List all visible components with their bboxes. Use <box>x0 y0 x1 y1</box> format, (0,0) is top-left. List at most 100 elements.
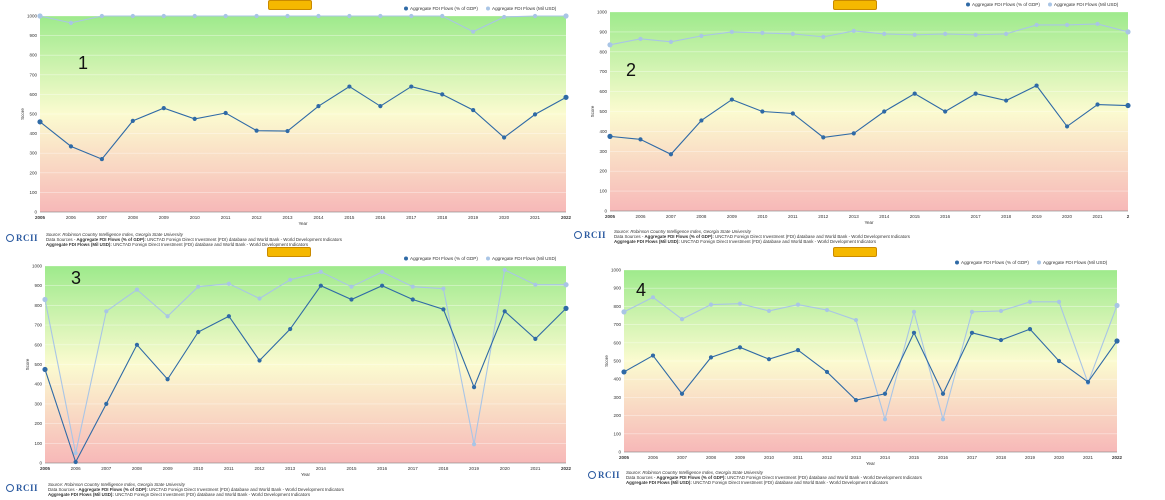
chart-3-series-1-point <box>410 297 415 302</box>
chart-2-x-tick-label: 2021 <box>1093 214 1104 219</box>
chart-4-x-tick-label: 2005 <box>619 455 630 460</box>
chart-3-x-tick-label: 2013 <box>285 466 296 471</box>
chart-4-series-2-point <box>1114 302 1120 309</box>
chart-4-x-tick-label: 2007 <box>677 455 688 460</box>
chart-2-series-1-point <box>973 91 978 96</box>
chart-3-y-tick-label: 200 <box>34 421 42 426</box>
chart-1-x-tick-label: 2016 <box>375 215 386 220</box>
chart-4-series-1-point <box>969 330 975 335</box>
chart-2-x-tick-label: 2017 <box>971 214 982 219</box>
chart-2-legend-label: Aggregate FDI Flows (Mil USD) <box>1054 2 1119 7</box>
chart-4-series-2-point <box>882 417 888 422</box>
chart-2-series-1-point <box>699 118 704 123</box>
chart-1-series-1-point <box>254 128 259 133</box>
chart-1-x-tick-label: 2013 <box>283 215 294 220</box>
chart-4-legend-label: Aggregate FDI Flows (% of GDP) <box>961 260 1029 265</box>
chart-3-menu-button[interactable] <box>267 247 311 257</box>
chart-1-y-tick-label: 600 <box>29 92 37 97</box>
chart-4-x-tick-label: 2019 <box>1025 455 1036 460</box>
chart-2-series-1-point <box>760 109 765 114</box>
chart-2-y-tick-label: 300 <box>599 149 607 154</box>
chart-3-series-2-point <box>73 451 78 456</box>
chart-3-series-1-point <box>288 326 293 332</box>
chart-1-series-1-point <box>37 119 43 125</box>
chart-1-x-tick-label: 2021 <box>530 215 541 220</box>
chart-3-series-2-point <box>502 267 507 273</box>
chart-1-series-1-line <box>39 85 567 160</box>
chart-4-series-1-point <box>824 369 830 375</box>
chart-4-x-axis-title: Year <box>866 461 876 466</box>
chart-4-x-tick-label: 2008 <box>706 455 717 460</box>
chart-1-series-1-point <box>285 128 290 134</box>
source-series: Aggregate FDI Flows (% of GDP): <box>78 487 148 492</box>
chart-2-legend-marker <box>966 2 970 7</box>
chart-2-series-2-point <box>1034 22 1039 28</box>
chart-2-x-axis-title: Year <box>864 220 874 225</box>
chart-3-series-1-point <box>380 283 385 288</box>
source-line: Source: Robinson Country Intelligence In… <box>614 229 751 234</box>
chart-1-panel-number: 1 <box>78 53 88 73</box>
chart-4-series-1-point <box>911 330 917 335</box>
chart-3-x-tick-label: 2020 <box>500 466 511 471</box>
chart-4-menu-button[interactable] <box>833 247 877 257</box>
chart-2-series-2-point <box>790 31 795 36</box>
chart-1-x-tick-label: 2007 <box>97 215 108 220</box>
source-series: Aggregate FDI Flows (% of GDP): <box>76 237 146 242</box>
chart-4-series-2-point <box>737 301 743 306</box>
chart-4-series-1-point <box>737 345 743 350</box>
chart-2-y-tick-label: 0 <box>604 209 607 214</box>
chart-2-x-tick-label: 2007 <box>666 214 677 219</box>
chart-3-legend-label: Aggregate FDI Flows (% of GDP) <box>410 256 478 261</box>
chart-4-x-tick-label: 2017 <box>967 455 978 460</box>
chart-1-menu-button[interactable] <box>268 0 312 10</box>
chart-2-series-1-point <box>668 152 674 157</box>
chart-1-series-2-point <box>563 13 569 19</box>
chart-4-x-tick-label: 2018 <box>996 455 1007 460</box>
chart-4-series-2-point <box>1056 299 1062 304</box>
source-line: Source: Robinson Country Intelligence In… <box>626 470 763 475</box>
chart-4-y-tick-label: 100 <box>613 431 621 436</box>
chart-2-x-tick-label: 2006 <box>635 214 646 219</box>
chart-3-x-tick-label: 2006 <box>71 466 82 471</box>
chart-2-series-2-point <box>729 29 734 34</box>
chart-2-series-2-point <box>638 36 643 41</box>
chart-3-series-2-point <box>42 296 48 303</box>
chart-3-series-1-point <box>165 377 170 382</box>
chart-1-series-1-point <box>223 110 228 116</box>
chart-4-y-tick-label: 200 <box>613 413 621 418</box>
chart-2-series-2-point <box>851 28 856 34</box>
chart-1-y-tick-label: 200 <box>29 170 37 175</box>
brand-logo-2: RCII <box>574 230 606 240</box>
chart-4-series-1-point <box>1056 358 1062 364</box>
chart-1-series-1-point <box>347 84 352 89</box>
chart-2-series-1-point <box>851 131 856 136</box>
chart-3-series-1-point <box>104 401 109 406</box>
chart-4-series-1-point <box>998 337 1004 343</box>
chart-4-x-tick-label: 2013 <box>851 455 862 460</box>
source-text: UNCTAD Foreign Direct Investment (FDI) d… <box>725 475 922 480</box>
chart-1-y-axis-title: Score <box>20 108 25 120</box>
chart-3-series-1-point <box>441 307 446 312</box>
chart-1-series-1-point <box>471 107 476 113</box>
chart-4-series-1-point <box>621 369 627 375</box>
chart-3-legend-label: Aggregate FDI Flows (Mil USD) <box>492 256 557 261</box>
chart-1-x-tick-label: 2006 <box>66 215 77 220</box>
chart-4-series-2-point <box>766 308 772 314</box>
chart-4-series-1-point <box>766 357 772 362</box>
chart-4-series-2-point <box>621 309 627 315</box>
chart-2-menu-button[interactable] <box>833 0 877 10</box>
chart-4-series-1-point <box>853 398 859 403</box>
chart-1-x-tick-label: 2011 <box>221 215 231 220</box>
chart-3-panel-number: 3 <box>71 268 81 288</box>
globe-icon <box>588 471 596 479</box>
chart-3-series-2-point <box>196 284 201 289</box>
brand-name: RCII <box>16 483 39 493</box>
chart-2-x-tick-label: 2012 <box>818 214 829 219</box>
chart-4-x-tick-label: 2015 <box>909 455 920 460</box>
chart-panel-2: 0 100 200 300 400 500 600 700 800 900 1000 2005 2006… <box>585 0 1165 230</box>
chart-2-x-tick-label: 2014 <box>879 214 890 219</box>
chart-3-series-2-point <box>257 296 262 301</box>
chart-3-y-tick-label: 300 <box>34 401 42 406</box>
chart-2-series-2-point <box>973 32 978 37</box>
chart-1-series-2-point <box>502 14 507 20</box>
